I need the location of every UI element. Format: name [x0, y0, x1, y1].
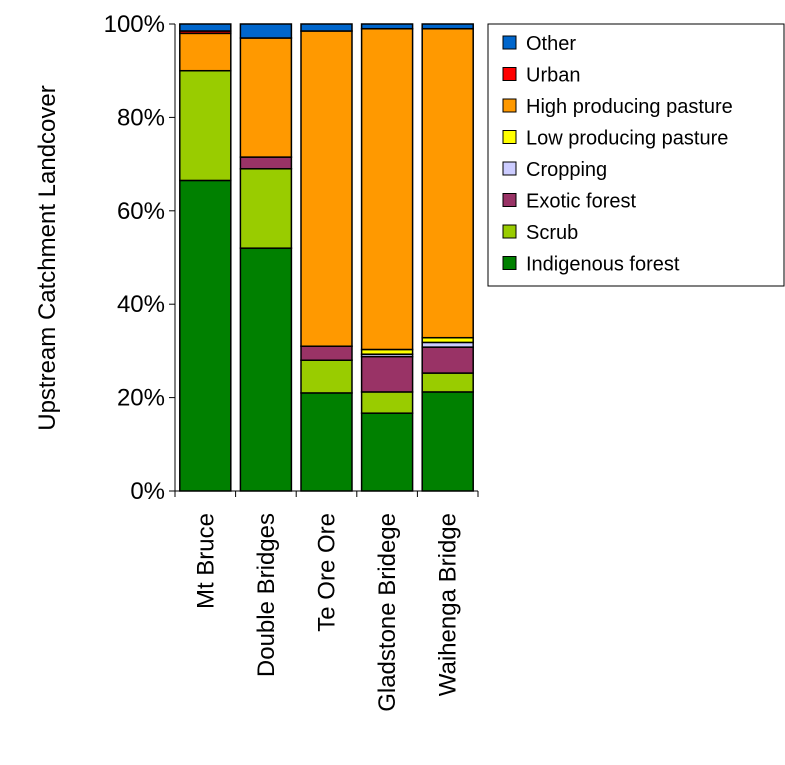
y-tick-label: 20%: [117, 385, 165, 412]
legend-label-exotic-forest: Exotic forest: [526, 191, 636, 213]
bar-segment-gladstone-bridege-exotic-forest: [360, 355, 414, 393]
bar-segment-mt-bruce-scrub: [179, 69, 232, 182]
y-tick-label: 100%: [104, 11, 165, 38]
y-tick-label: 0%: [130, 478, 165, 505]
x-tick-label-waihenga-bridge: Waihenga Bridge: [435, 513, 462, 696]
legend-label-urban: Urban: [526, 65, 580, 87]
y-tick-label: 60%: [117, 198, 165, 225]
bar-segment-waihenga-bridge-scrub: [421, 372, 474, 393]
bar-segment-gladstone-bridege-scrub: [360, 391, 414, 414]
ticks-layer: 0% 20% 40% 60% 80% 100% Mt Bruce Double Bridges…: [104, 11, 479, 712]
x-tick-label-mt-bruce: Mt Bruce: [192, 513, 219, 609]
legend: Other Urban High producing pasture Low prod…: [487, 23, 785, 287]
bar-segment-waihenga-bridge-other: [421, 23, 474, 30]
bar-segment-double-bridges-other: [239, 23, 293, 39]
legend-swatch-other: [502, 35, 517, 50]
legend-box: [487, 23, 785, 287]
bar-segment-gladstone-bridege-indigenous-forest: [360, 412, 414, 492]
legend-label-high-producing-pasture: High producing pasture: [526, 96, 733, 118]
legend-label-cropping: Cropping: [526, 159, 607, 181]
bar-segment-gladstone-bridege-high-producing-pasture: [360, 27, 414, 351]
legend-label-other: Other: [526, 33, 576, 55]
legend-label-scrub: Scrub: [526, 222, 578, 244]
bar-segment-double-bridges-indigenous-forest: [239, 247, 293, 492]
bar-segment-te-ore-ore-indigenous-forest: [300, 392, 353, 492]
legend-label-low-producing-pasture: Low producing pasture: [526, 128, 728, 150]
bar-segment-te-ore-ore-other: [300, 23, 353, 32]
y-tick-label: 80%: [117, 104, 165, 131]
legend-swatch-cropping: [502, 161, 517, 176]
legend-swatch-indigenous-forest: [502, 256, 517, 270]
legend-swatch-scrub: [502, 224, 517, 239]
legend-swatch-low-producing-pasture: [502, 130, 517, 144]
legend-swatch-urban: [502, 67, 517, 81]
bar-segment-gladstone-bridege-other: [360, 23, 414, 30]
legend-swatch-exotic-forest: [502, 193, 517, 207]
y-tick-label: 40%: [117, 291, 165, 318]
bar-segment-te-ore-ore-high-producing-pasture: [300, 30, 353, 347]
bar-segment-double-bridges-exotic-forest: [239, 156, 293, 170]
bar-segment-mt-bruce-high-producing-pasture: [179, 32, 232, 72]
bar-segment-double-bridges-scrub: [239, 168, 293, 249]
axes-layer: [174, 24, 478, 492]
x-tick-label-te-ore-ore: Te Ore Ore: [314, 513, 341, 632]
bar-segment-waihenga-bridge-exotic-forest: [421, 346, 474, 374]
bar-segment-mt-bruce-indigenous-forest: [179, 179, 232, 492]
bar-segment-te-ore-ore-exotic-forest: [300, 345, 353, 361]
bar-segment-te-ore-ore-scrub: [300, 359, 353, 394]
x-tick-label-gladstone-bridege: Gladstone Bridege: [374, 513, 401, 712]
legend-swatch-high-producing-pasture: [502, 98, 517, 113]
x-tick-label-double-bridges: Double Bridges: [253, 513, 280, 677]
legend-label-indigenous-forest: Indigenous forest: [526, 254, 680, 276]
bars-layer: [179, 23, 474, 492]
y-axis-title: Upstream Catchment Landcover: [34, 85, 61, 431]
bar-segment-waihenga-bridge-high-producing-pasture: [421, 27, 474, 339]
bar-segment-double-bridges-high-producing-pasture: [239, 37, 293, 158]
bar-segment-waihenga-bridge-indigenous-forest: [421, 391, 474, 492]
bar-segment-mt-bruce-other: [179, 23, 232, 32]
